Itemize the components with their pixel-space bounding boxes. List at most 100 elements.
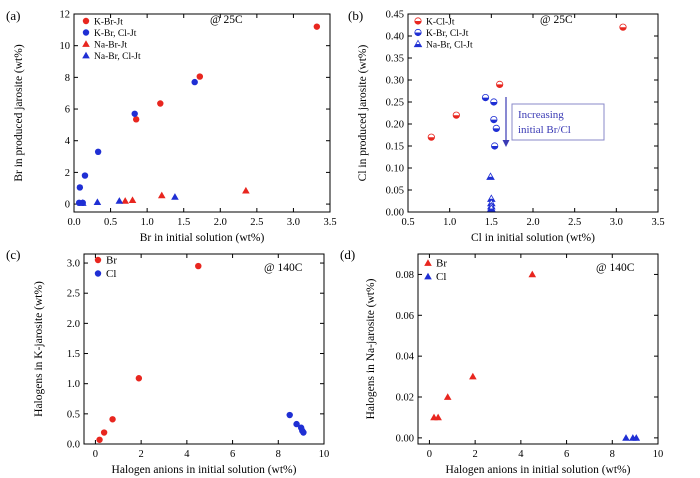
data-point [109,416,116,423]
data-point [528,270,537,278]
y-tick-label: 2 [65,168,70,179]
x-tick-label: 8 [610,449,615,460]
legend-entry: Na-Br-Jt [94,41,127,51]
x-tick-label: 1.0 [443,217,456,228]
marker-fill [487,208,495,212]
y-tick-label: 0.35 [386,54,404,65]
series-br [430,270,537,421]
series-k-br-jt [132,23,321,123]
x-tick-label: 0.0 [67,217,80,228]
data-point [490,116,498,124]
legend-entry: K-Br, Cl-Jt [426,29,469,39]
x-tick-label: 4 [184,449,190,460]
y-tick-label: 0.06 [396,311,414,322]
data-point [313,23,321,30]
legend-entry: Cl [436,271,446,283]
x-axis-title: Halogen anions in initial solution (wt%) [446,464,631,476]
y-tick-label: 0.25 [386,98,404,109]
legend-marker [413,39,423,48]
x-tick-label: 0 [93,449,98,460]
plot-frame [83,253,325,445]
x-tick-label: 1.5 [177,217,190,228]
y-tick-label: 0.04 [396,352,415,363]
annotation-line2: initial Br/Cl [518,124,571,136]
condition-label: @ 140C [264,262,303,274]
y-tick-label: 0.40 [386,32,404,43]
y-tick-label: 10 [60,41,71,52]
data-point [196,73,204,80]
condition-label: @ 25C [540,14,573,26]
marker-fill [619,27,627,31]
marker-fill [496,84,503,88]
legend-marker [424,272,432,280]
series-cl [622,434,641,441]
y-axis-title: Halogens in K-jarosite (wt%) [33,281,45,417]
legend-entry: Cl [106,268,116,280]
y-axis: 0.0 0.5 1.0 1.5 2.0 2.5 3.0 [67,259,324,451]
x-tick-label: 1.5 [485,217,498,228]
y-tick-label: 8 [65,73,70,84]
data-point [132,116,140,123]
data-point [96,436,103,443]
x-axis: 0 2 4 6 8 10 [427,254,663,460]
data-point [469,372,477,380]
series-cl [286,411,307,436]
annotation: Increasing initial Br/Cl [502,97,605,147]
annotation-line1: Increasing [518,109,564,121]
x-tick-label: 10 [319,449,330,460]
y-tick-label: 4 [65,136,71,147]
x-tick-label: 0 [427,449,432,460]
condition-label: @ 25C [210,14,243,26]
data-point [81,172,89,179]
data-point [195,262,202,270]
panel-label: (a) [6,8,20,23]
marker-fill [490,102,498,106]
x-tick-label: 0.5 [104,217,117,228]
data-point [121,197,129,204]
y-tick-label: 0.30 [386,76,404,87]
data-point [622,434,630,441]
x-axis: 0.5 1.0 1.5 2.0 2.5 3.0 3.5 [401,14,665,228]
y-tick-label: 3.0 [67,259,80,270]
data-point [481,94,490,102]
legend-entry: Br [106,255,117,267]
data-point [491,142,499,150]
series-na-br-jt [121,186,250,204]
data-point [619,23,627,31]
legend-marker [94,256,102,264]
marker-fill [482,97,489,101]
y-tick-label: 0.5 [67,409,80,420]
y-tick-label: 0.08 [396,270,414,281]
series-k-br-cl-jt [75,78,198,207]
marker-fill [414,32,422,36]
legend-marker [414,28,422,37]
legend-marker [82,29,90,36]
x-tick-label: 2 [473,449,478,460]
marker-fill [491,146,498,150]
x-axis: 0 2 4 6 8 10 [93,254,329,460]
x-tick-label: 6 [230,449,235,460]
data-point [443,393,452,400]
y-axis-title: Halogens in Na-jarosite (wt%) [365,278,377,419]
x-tick-label: 8 [276,449,281,460]
x-axis: 0.0 0.5 1.0 1.5 2.0 2.5 3.0 3.5 [67,14,337,228]
legend-marker [82,17,90,25]
y-tick-label: 12 [60,10,71,21]
panel-b: 0.5 1.0 1.5 2.0 2.5 3.0 3.5 0.00 0.05 0.10 0.15 0.2… [348,8,665,244]
y-axis-title: Cl in produced jarosite (wt%) [357,44,369,181]
legend-entry: K-Cl-Jt [426,18,455,28]
data-point [171,193,179,200]
data-point [632,434,641,441]
y-tick-label: 0.00 [396,433,414,444]
data-point [131,110,138,117]
data-point [93,198,102,206]
x-axis-title: Halogen anions in initial solution (wt%) [112,464,297,476]
data-point [487,204,496,212]
marker-fill [414,21,422,25]
y-tick-label: 0.0 [67,440,80,451]
legend-marker [82,51,90,59]
data-point [76,184,84,191]
